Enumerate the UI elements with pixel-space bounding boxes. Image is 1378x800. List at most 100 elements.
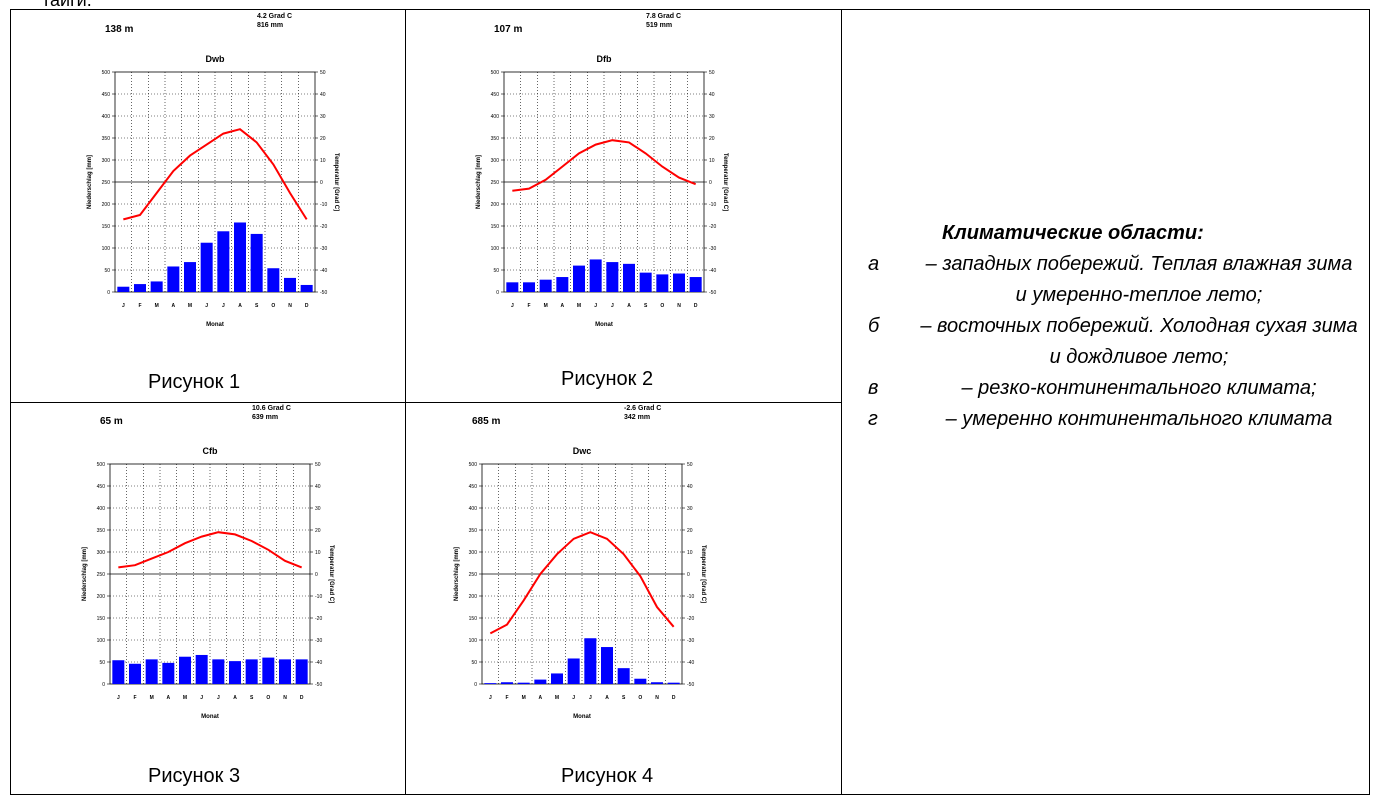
legend-item: в – резко-континентального климата; <box>850 373 1360 404</box>
y-tick-label-right: 0 <box>320 180 323 186</box>
y-tick-label-left: 300 <box>491 158 500 164</box>
precipitation-bar <box>639 272 652 292</box>
y-axis-label-left: Niederschlag [mm] <box>476 155 482 209</box>
chart-title: Cfb <box>203 446 218 456</box>
month-label: J <box>572 695 575 701</box>
y-tick-label-left: 100 <box>97 638 106 644</box>
precipitation-bar <box>167 266 180 292</box>
y-tick-label-right: 10 <box>709 158 715 164</box>
x-axis-label: Monat <box>573 714 591 720</box>
y-tick-label-left: 450 <box>469 484 478 490</box>
y-tick-label-left: 100 <box>469 638 478 644</box>
temperature-line <box>123 128 308 221</box>
month-label: A <box>238 303 242 309</box>
y-tick-label-left: 400 <box>97 506 106 512</box>
month-label: S <box>644 303 648 309</box>
precipitation-bar <box>284 277 296 292</box>
y-axis-label-right: Temperatur [Grad C] <box>700 545 706 603</box>
y-tick-label-left: 200 <box>469 594 478 600</box>
month-label: A <box>605 695 609 701</box>
month-label: O <box>271 303 275 309</box>
legend-item: а – западных побережий. Теплая влажная з… <box>850 249 1360 311</box>
y-tick-label-right: -50 <box>709 290 716 296</box>
y-tick-label-left: 450 <box>491 92 500 98</box>
month-label: M <box>188 303 192 309</box>
y-tick-label-left: 250 <box>491 180 500 186</box>
precipitation-bar <box>567 658 580 684</box>
mean-temperature-label: 7.8 Grad C <box>646 13 681 20</box>
precipitation-bar <box>217 231 230 292</box>
precipitation-bar <box>506 282 519 292</box>
y-tick-label-right: -40 <box>320 268 327 274</box>
precipitation-bar <box>267 268 280 292</box>
month-label: D <box>300 695 304 701</box>
y-tick-label-right: 20 <box>709 136 715 142</box>
y-tick-label-left: 200 <box>491 202 500 208</box>
month-label: M <box>522 695 526 701</box>
y-tick-label-left: 300 <box>102 158 111 164</box>
precipitation-bar <box>667 682 680 684</box>
y-tick-label-left: 250 <box>97 572 106 578</box>
month-label: N <box>655 695 659 701</box>
precipitation-bar <box>245 659 258 684</box>
figure-caption-2: Рисунок 2 <box>561 368 654 390</box>
precipitation-bar <box>162 662 175 684</box>
y-tick-label-right: 40 <box>315 484 321 490</box>
y-tick-label-left: 150 <box>491 224 500 230</box>
y-tick-label-right: 20 <box>320 136 326 142</box>
y-tick-label-left: 300 <box>469 550 478 556</box>
month-label: N <box>283 695 287 701</box>
y-tick-label-right: 10 <box>315 550 321 556</box>
month-label: J <box>589 695 592 701</box>
y-tick-label-right: -10 <box>709 202 716 208</box>
y-tick-label-right: -20 <box>320 224 327 230</box>
precipitation-bar <box>145 659 158 684</box>
precipitation-bar <box>150 281 163 292</box>
y-tick-label-left: 50 <box>104 268 110 274</box>
y-tick-label-right: -30 <box>320 246 327 252</box>
legend-item: г – умеренно континентального климата <box>850 404 1360 435</box>
month-label: F <box>505 695 508 701</box>
precipitation-bar <box>651 682 663 684</box>
y-tick-label-right: 40 <box>709 92 715 98</box>
precipitation-bar <box>606 262 619 292</box>
month-label: N <box>288 303 292 309</box>
y-axis-label-left: Niederschlag [mm] <box>87 155 93 209</box>
mean-temperature-label: 4.2 Grad C <box>257 13 292 20</box>
figure-caption-3: Рисунок 3 <box>148 765 241 787</box>
legend-text: – западных побережий. Теплая влажная зим… <box>925 253 1353 306</box>
month-label: J <box>200 695 203 701</box>
precipitation-bar <box>179 656 191 684</box>
month-label: S <box>250 695 254 701</box>
month-label: O <box>266 695 270 701</box>
month-label: M <box>183 695 187 701</box>
chart-cell-1: 138 m 4.2 Grad C 816 mm Dwb 0 50 100 150 200 250 3… <box>75 10 400 340</box>
y-tick-label-left: 500 <box>491 70 500 76</box>
month-label: O <box>638 695 642 701</box>
annual-precipitation-label: 639 mm <box>252 414 278 421</box>
y-axis-label-right: Temperatur [Grad C] <box>722 153 728 211</box>
y-tick-label-right: -10 <box>315 594 322 600</box>
y-tick-label-right: 10 <box>320 158 326 164</box>
legend-letter: б <box>868 315 880 337</box>
y-axis-label-right: Temperatur [Grad C] <box>333 153 339 211</box>
x-axis-label: Monat <box>595 322 613 328</box>
y-tick-label-right: -20 <box>315 616 322 622</box>
precipitation-bar <box>539 279 552 292</box>
y-tick-label-left: 100 <box>491 246 500 252</box>
y-tick-label-right: -20 <box>709 224 716 230</box>
y-tick-label-left: 50 <box>99 660 105 666</box>
precipitation-bar <box>551 673 563 684</box>
y-tick-label-right: -10 <box>320 202 327 208</box>
y-tick-label-left: 300 <box>97 550 106 556</box>
month-label: F <box>138 303 141 309</box>
y-tick-label-right: -50 <box>320 290 327 296</box>
y-tick-label-right: -40 <box>709 268 716 274</box>
precipitation-bar <box>250 233 263 292</box>
y-tick-label-right: 30 <box>315 506 321 512</box>
precipitation-bar <box>129 663 141 684</box>
month-label: A <box>172 303 176 309</box>
y-tick-label-left: 50 <box>471 660 477 666</box>
